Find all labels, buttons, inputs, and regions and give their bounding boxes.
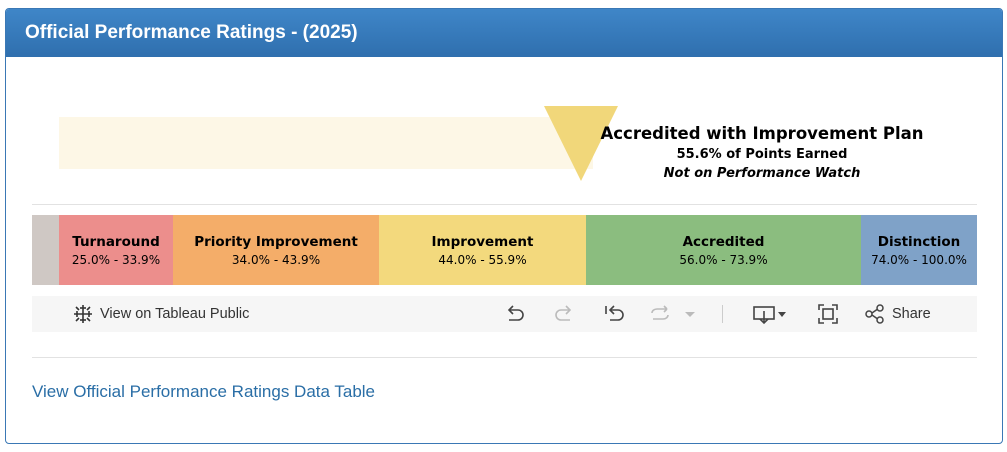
band-range: 56.0% - 73.9% [679, 253, 768, 267]
band-name: Priority Improvement [194, 234, 358, 250]
rating-pointer-icon [544, 106, 618, 181]
band-priority-improvement: Priority Improvement 34.0% - 43.9% [173, 215, 379, 285]
band-name: Accredited [682, 234, 765, 250]
rating-status: Accredited with Improvement Plan 55.6% o… [592, 123, 932, 183]
performance-ratings-panel: Official Performance Ratings - (2025) Ac… [5, 8, 1003, 444]
band-range: 74.0% - 100.0% [871, 253, 967, 267]
refresh-button[interactable] [648, 302, 672, 326]
band-turnaround: Turnaround 25.0% - 33.9% [59, 215, 173, 285]
refresh-icon [651, 305, 669, 320]
revert-button[interactable] [603, 302, 627, 326]
panel-title: Official Performance Ratings - (2025) [6, 9, 1002, 57]
band-range: 44.0% - 55.9% [438, 253, 527, 267]
fullscreen-icon [818, 304, 838, 324]
share-label: Share [892, 306, 931, 322]
view-on-tableau-label: View on Tableau Public [100, 306, 250, 322]
band-accredited: Accredited 56.0% - 73.9% [586, 215, 861, 285]
points-earned: 55.6% of Points Earned [676, 147, 848, 162]
data-table-link[interactable]: View Official Performance Ratings Data T… [32, 382, 376, 401]
band-name: Improvement [431, 234, 534, 250]
divider [32, 204, 977, 205]
toolbar-separator [722, 302, 723, 326]
fullscreen-button[interactable] [816, 302, 840, 326]
rating-track [59, 117, 593, 169]
rating-bands: Turnaround 25.0% - 33.9% Priority Improv… [32, 215, 977, 285]
undo-button[interactable] [504, 302, 526, 326]
download-button[interactable] [752, 302, 792, 326]
download-icon [753, 306, 786, 325]
view-on-tableau-public-button[interactable]: View on Tableau Public [72, 303, 249, 325]
divider [32, 357, 977, 358]
rating-title: Accredited with Improvement Plan [600, 124, 924, 143]
band-name: Distinction [877, 234, 961, 250]
redo-button[interactable] [553, 302, 575, 326]
band-improvement: Improvement 44.0% - 55.9% [379, 215, 586, 285]
tableau-toolbar: View on Tableau Public [32, 296, 977, 332]
band-name: Turnaround [72, 234, 160, 250]
band-range: 25.0% - 33.9% [71, 253, 161, 267]
share-button[interactable]: Share [864, 302, 931, 326]
undo-icon [507, 305, 524, 321]
watch-status: Not on Performance Watch [663, 166, 861, 181]
dropdown-icon [685, 312, 695, 317]
tableau-viz[interactable]: Accredited with Improvement Plan 55.6% o… [32, 57, 977, 387]
redo-icon [555, 305, 572, 321]
band-unrated [32, 215, 59, 285]
band-range: 34.0% - 43.9% [231, 253, 321, 267]
tableau-icon [74, 305, 92, 323]
band-distinction: Distinction 74.0% - 100.0% [861, 215, 977, 285]
refresh-dropdown[interactable] [684, 302, 696, 326]
share-icon [865, 304, 884, 324]
revert-icon [605, 305, 624, 321]
